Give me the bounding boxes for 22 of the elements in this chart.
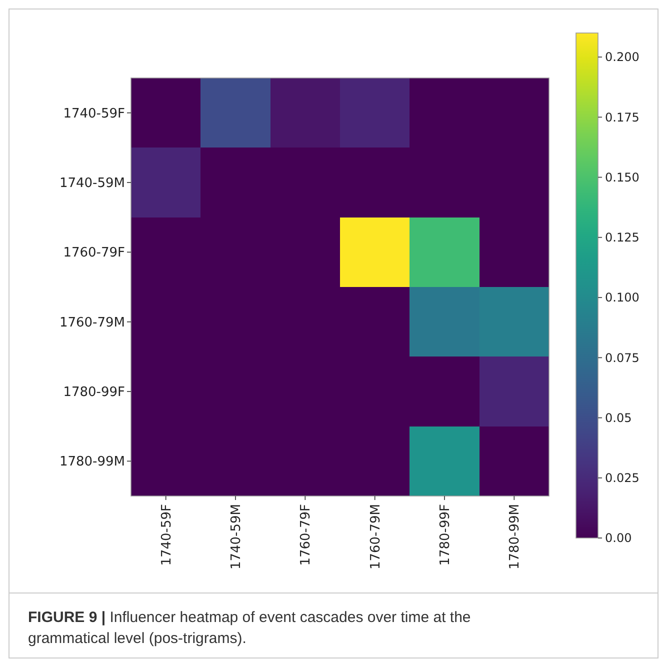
y-tick-label: 1760-79M [59, 315, 125, 330]
y-tick-label: 1780-99M [59, 454, 125, 470]
color-bar-label: 0.200 [605, 50, 640, 64]
y-tick-label: 1740-59F [63, 106, 125, 122]
color-bar-label: 0.025 [605, 471, 640, 486]
y-tick-label: 1760-79F [63, 246, 125, 261]
x-tick-label: 1760-79F [298, 504, 314, 566]
x-tick-label: 1780-99M [508, 504, 523, 570]
y-tick-label: 1740-59M [59, 176, 125, 192]
color-bar-label: 0.125 [605, 230, 640, 245]
color-bar-label: 0.05 [605, 410, 632, 425]
color-bar-label: 0.00 [605, 531, 632, 546]
x-tick-label: 1740-59M [229, 504, 244, 570]
color-bar-label: 0.150 [605, 170, 640, 184]
color-bar-label: 0.175 [605, 110, 640, 124]
y-tick-label: 1780-99F [63, 385, 125, 400]
x-tick-label: 1780-99F [438, 504, 454, 566]
x-tick-label: 1760-79M [368, 504, 384, 570]
caption: FIGURE 9 | Influencer heatmap of event cascades over time at the grammatical level (pos-trigrams). [28, 609, 471, 647]
color-bar-label: 0.100 [605, 290, 640, 305]
color-bar-label: 0.075 [605, 350, 640, 365]
x-tick-label: 1740-59F [159, 504, 174, 566]
